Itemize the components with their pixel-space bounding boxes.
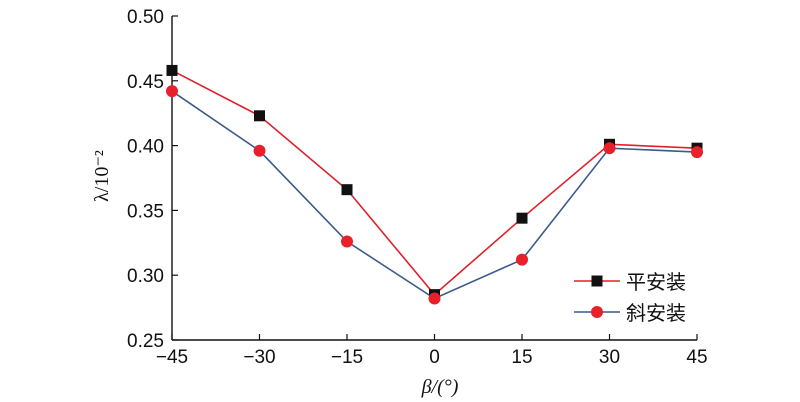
series-line (171, 69, 698, 296)
legend-marker (591, 275, 603, 287)
data-point (428, 292, 441, 305)
data-point (166, 64, 178, 76)
y-tick-label: 0.30 (127, 266, 164, 287)
x-tick-label: 45 (686, 347, 707, 368)
y-tick-label: 0.40 (127, 137, 164, 158)
legend-label: 斜安装 (626, 301, 686, 325)
chart-series (166, 64, 703, 305)
data-point (516, 212, 528, 224)
data-point (254, 110, 265, 122)
data-point (166, 85, 178, 98)
data-point (603, 142, 616, 155)
x-tick-label: 30 (599, 347, 620, 368)
data-point (516, 253, 528, 266)
x-axis-title: β/(°) (421, 376, 459, 398)
legend-label: 平安装 (626, 270, 686, 294)
x-tick-label: −15 (331, 347, 363, 368)
series-line (171, 90, 698, 300)
y-axis-title: λ/10⁻² (91, 150, 113, 202)
data-point (341, 184, 353, 196)
legend-marker (591, 306, 603, 318)
x-tick-label: 0 (429, 347, 440, 368)
y-tick-label: 0.50 (127, 7, 164, 28)
x-tick-label: −30 (243, 347, 275, 368)
x-tick-label: 15 (511, 347, 532, 368)
y-tick-label: 0.25 (127, 331, 164, 352)
y-tick-label: 0.45 (127, 72, 164, 93)
x-tick-label: −45 (156, 347, 188, 368)
chart-ticks: −45 −30 −15 0 15 30 45 0.25 0.30 0.35 0.40 0.45 0.50 (127, 7, 708, 368)
y-tick-label: 0.35 (127, 201, 164, 222)
data-point (341, 235, 353, 248)
data-point (691, 146, 703, 159)
data-point (253, 144, 266, 157)
